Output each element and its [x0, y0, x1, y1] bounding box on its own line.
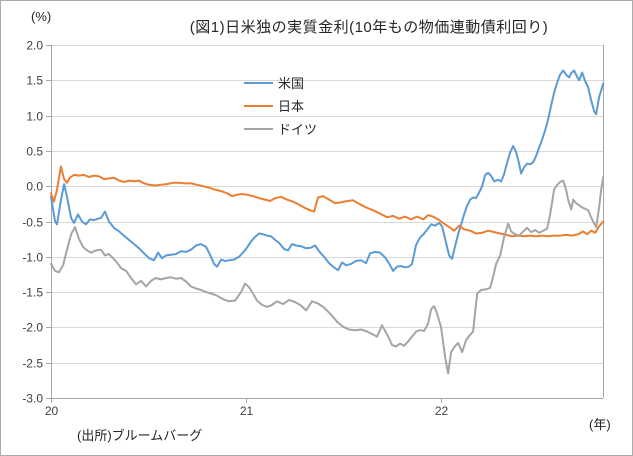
series-line-japan — [50, 165, 605, 238]
y-tick-label: -0.5 — [22, 216, 43, 230]
y-tick-label: 0.0 — [26, 180, 43, 194]
x-tick-label: 21 — [240, 404, 254, 418]
y-tick-label: 0.5 — [26, 145, 43, 159]
legend-item-germany: ドイツ — [244, 117, 317, 140]
source-note: (出所)ブルームバーグ — [77, 428, 203, 443]
y-tick-label: 1.5 — [26, 74, 43, 88]
legend-label-germany: ドイツ — [278, 122, 318, 137]
y-tick-label: 2.0 — [26, 39, 43, 53]
legend-item-us: 米国 — [244, 71, 317, 94]
y-tick-label: -1.0 — [22, 251, 43, 265]
chart-title: (図1)日米独の実質金利(10年もの物価連動債利回り) — [189, 19, 549, 36]
legend: 米国 日本 ドイツ — [244, 71, 317, 140]
x-axis-unit-label: (年) — [589, 417, 611, 432]
legend-label-us: 米国 — [278, 76, 305, 91]
y-tick-label: -1.5 — [22, 286, 43, 300]
germany-line-swatch — [244, 127, 273, 130]
japan-line-swatch — [244, 104, 273, 107]
x-tick-label: 22 — [435, 404, 449, 418]
legend-label-japan: 日本 — [278, 99, 305, 114]
y-tick-label: -2.0 — [22, 321, 43, 335]
x-tick-label: 20 — [45, 404, 59, 418]
y-tick-label: -3.0 — [22, 392, 43, 406]
us-line-swatch — [244, 81, 273, 84]
series-line-germany — [50, 176, 605, 375]
legend-item-japan: 日本 — [244, 94, 317, 117]
series-line-us — [50, 69, 605, 272]
y-axis-unit-label: (%) — [31, 9, 52, 24]
y-tick-label: -2.5 — [22, 357, 43, 371]
y-tick-label: 1.0 — [26, 110, 43, 124]
